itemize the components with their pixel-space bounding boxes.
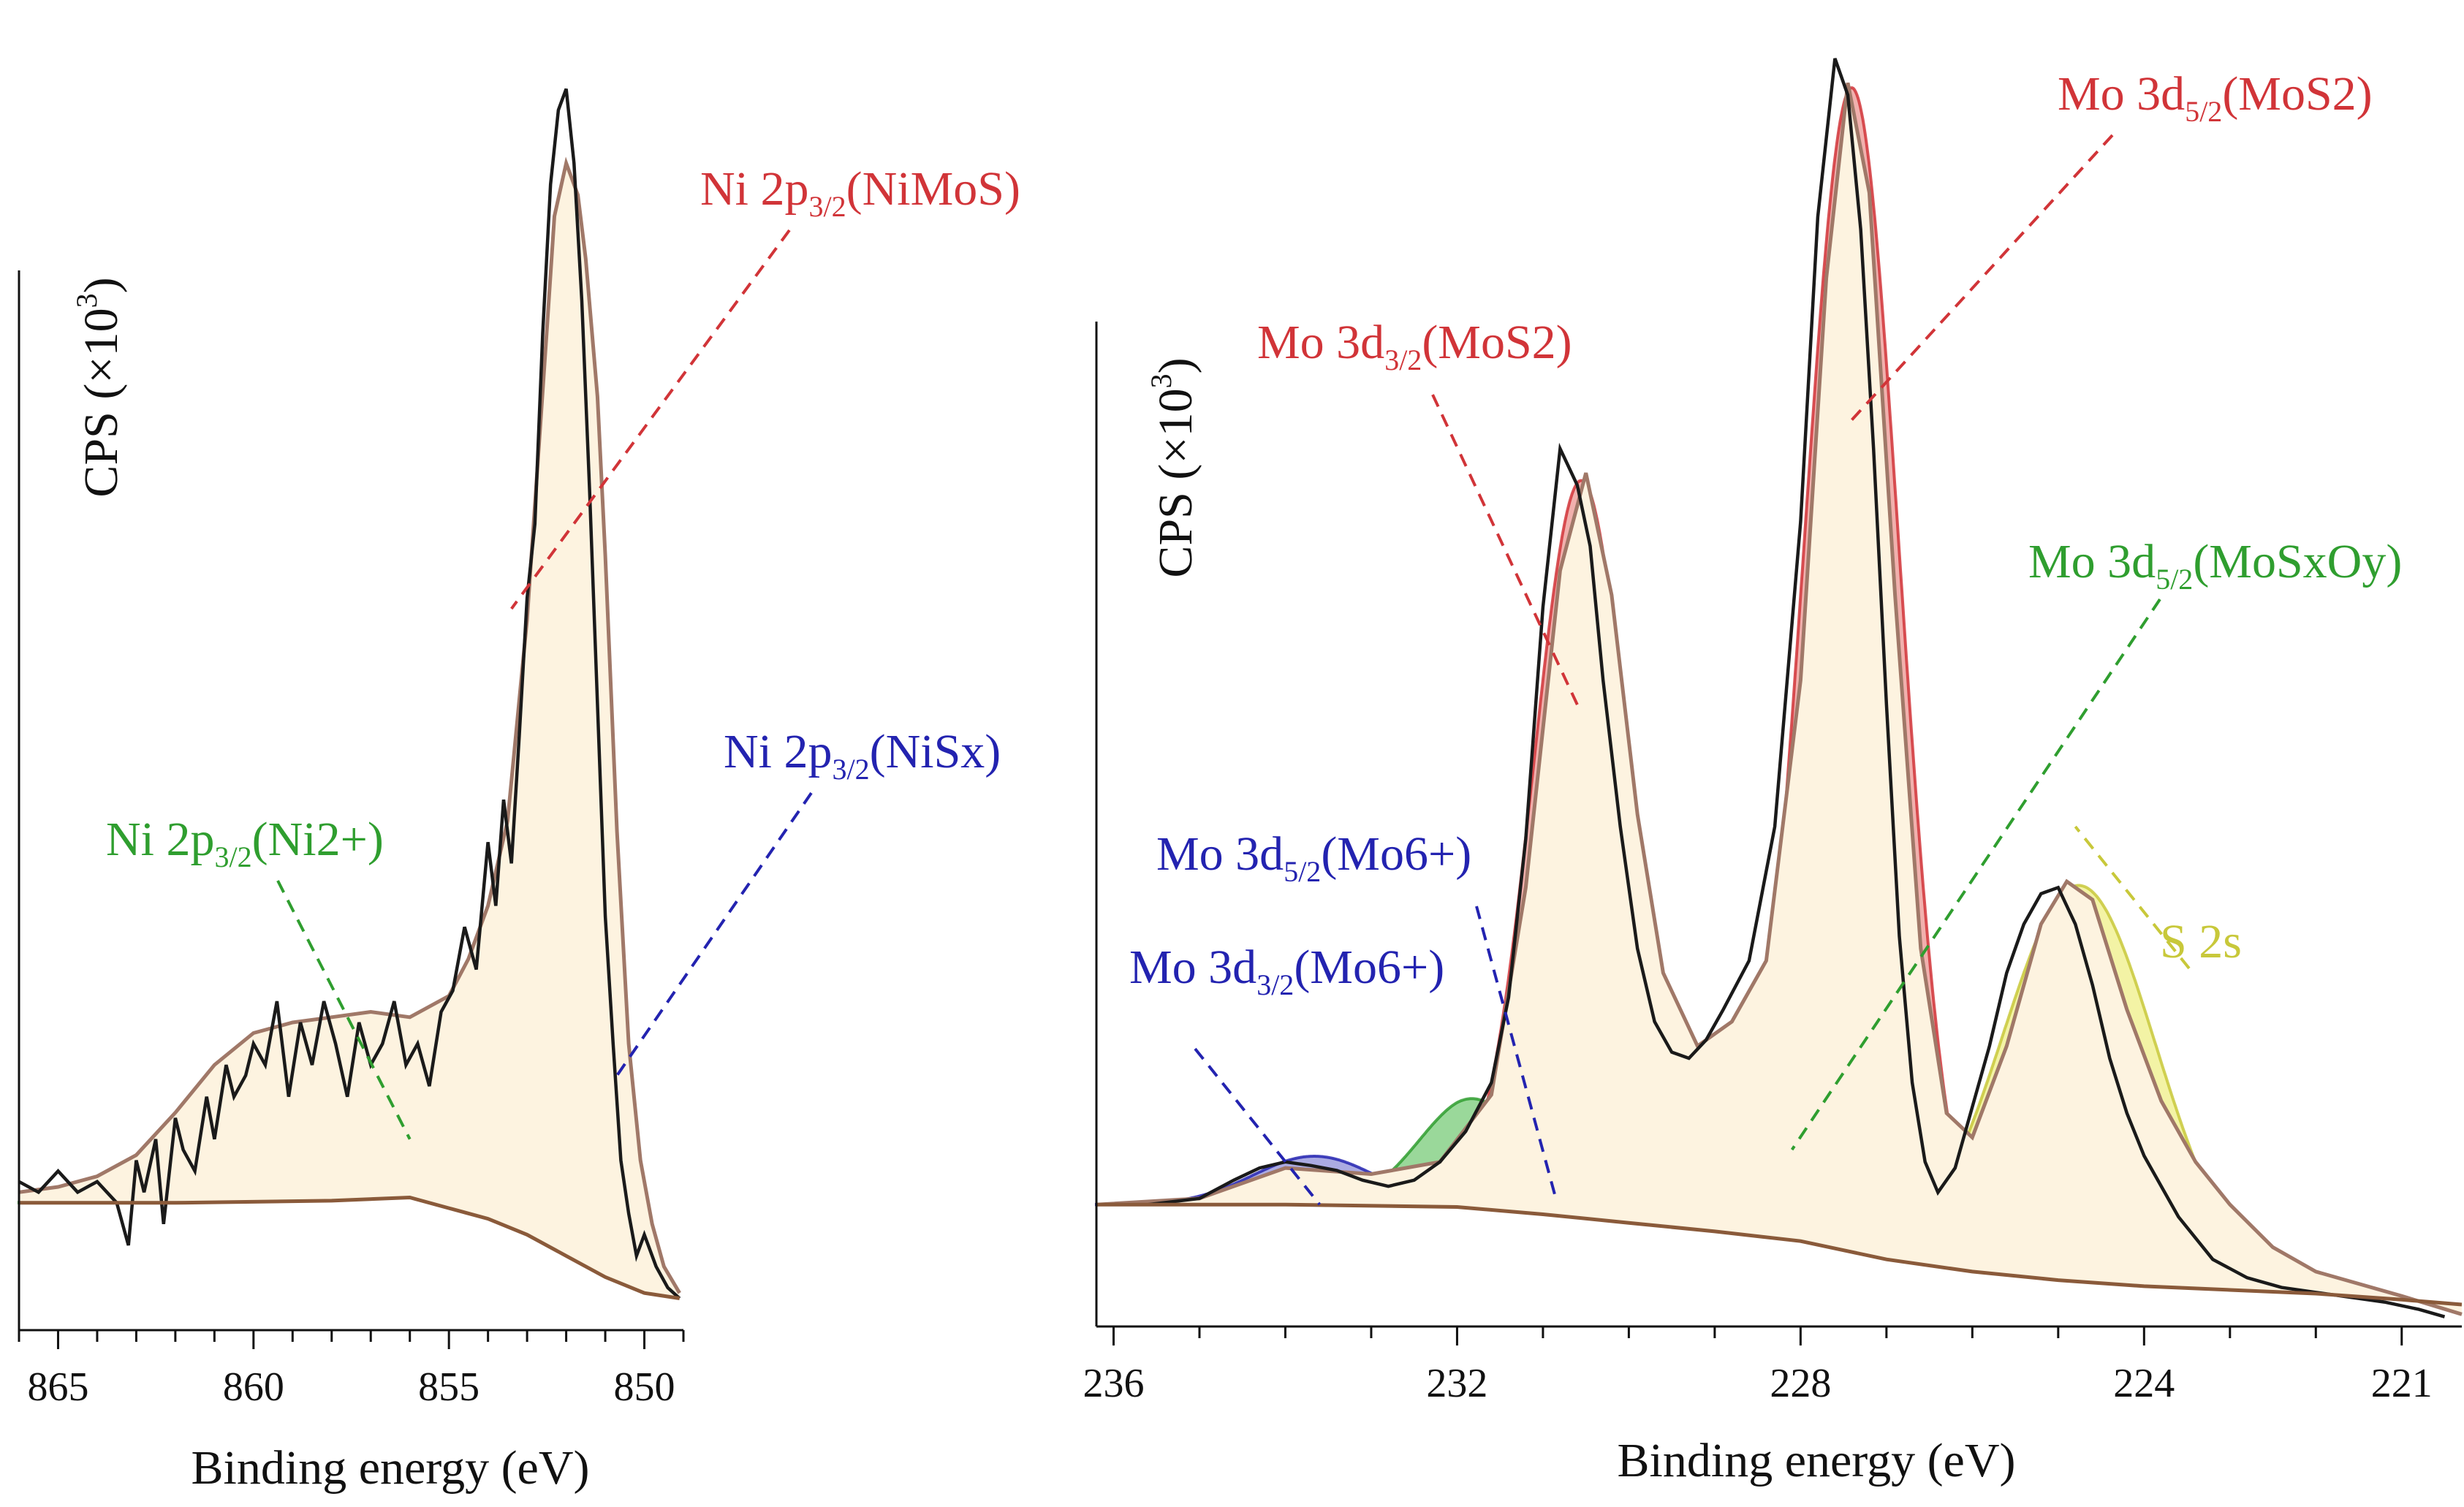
annotation-ni-nisx: Ni 2p3/2(NiSx) xyxy=(615,725,1001,1077)
mo-x-axis-title: Binding energy (eV) xyxy=(1618,1434,2016,1487)
ni-annotations: Ni 2p3/2(NiMoS) Ni 2p3/2(NiSx) Ni 2p3/2(… xyxy=(106,162,1020,1140)
mo-leader-3 xyxy=(1475,906,1558,1199)
ni-tick-label-850: 850 xyxy=(614,1364,675,1410)
ni-tick-label-855: 855 xyxy=(418,1364,479,1410)
ni-y-axis-title: CPS (×103) xyxy=(70,277,128,497)
mo-plot-area xyxy=(1095,58,2463,1318)
mo-background-line xyxy=(1096,1202,2463,1307)
ni-tick-label-860: 860 xyxy=(223,1364,284,1410)
ni-leader-2 xyxy=(276,880,412,1140)
svg-text:Mo 3d5/2(Mo6+): Mo 3d5/2(Mo6+) xyxy=(1156,827,1471,888)
ni-tick-label-865: 865 xyxy=(27,1364,88,1410)
annotation-mo-3d32-mos2: Mo 3d3/2(MoS2) xyxy=(1257,316,1579,706)
mo-leader-0 xyxy=(1846,134,2114,425)
svg-text:S 2s: S 2s xyxy=(2160,915,2242,968)
annotation-s-2s: S 2s xyxy=(2074,825,2242,970)
mo-annotations: Mo 3d5/2(MoS2) Mo 3d3/2(MoS2) Mo 3d5/2(M… xyxy=(1129,67,2402,1206)
annotation-ni-ni2plus: Ni 2p3/2(Ni2+) xyxy=(106,813,412,1140)
mo-x-ticks: 236 232 228 224 221 xyxy=(1083,1326,2433,1406)
mo-tick-label-224: 224 xyxy=(2113,1361,2175,1406)
svg-text:Ni 2p3/2(Ni2+): Ni 2p3/2(Ni2+) xyxy=(106,813,384,873)
ni-plot-area xyxy=(18,88,681,1300)
ni-background-line xyxy=(19,1195,681,1300)
annotation-mo-3d52-mos2: Mo 3d5/2(MoS2) xyxy=(1846,67,2373,425)
mo-tick-label-221: 221 xyxy=(2371,1361,2433,1406)
mo-leader-4 xyxy=(1194,1047,1322,1206)
mo-tick-label-236: 236 xyxy=(1083,1361,1144,1406)
mo-raw-line xyxy=(1096,58,2446,1318)
mo-leader-1 xyxy=(1431,394,1579,706)
ni-x-ticks: 865 860 855 850 xyxy=(18,1330,685,1410)
annotation-mo-3d52-mo6plus: Mo 3d5/2(Mo6+) xyxy=(1156,827,1558,1199)
svg-text:Mo 3d3/2(MoS2): Mo 3d3/2(MoS2) xyxy=(1257,316,1572,376)
mo-y-axis-title: CPS (×103) xyxy=(1145,357,1202,577)
svg-text:Mo 3d5/2(MoS2): Mo 3d5/2(MoS2) xyxy=(2058,67,2373,128)
annotation-mo-3d32-mo6plus: Mo 3d3/2(Mo6+) xyxy=(1129,941,1444,1206)
svg-text:Mo 3d3/2(Mo6+): Mo 3d3/2(Mo6+) xyxy=(1129,941,1444,1001)
mo-tick-label-232: 232 xyxy=(1426,1361,1487,1406)
svg-text:Ni 2p3/2(NiSx): Ni 2p3/2(NiSx) xyxy=(724,725,1001,786)
mo-raw-spectrum xyxy=(1096,58,2446,1318)
mo-background-path xyxy=(1096,1202,2463,1307)
annotation-ni-nimos: Ni 2p3/2(NiMoS) xyxy=(510,162,1020,610)
svg-text:Mo 3d5/2(MoSxOy): Mo 3d5/2(MoSxOy) xyxy=(2028,535,2402,596)
ni-leader-0 xyxy=(510,229,791,610)
ni-raw-line xyxy=(18,88,681,1300)
ni-envelope-fill xyxy=(19,163,680,1299)
ni-x-axis-title: Binding energy (eV) xyxy=(192,1441,590,1495)
mo-envelope xyxy=(1096,82,2463,1316)
ni-background-path xyxy=(19,1195,681,1300)
ni-raw-spectrum xyxy=(18,88,681,1300)
svg-text:Ni 2p3/2(NiMoS): Ni 2p3/2(NiMoS) xyxy=(700,162,1020,223)
ni-leader-1 xyxy=(615,792,813,1077)
mo-envelope-fill xyxy=(1096,83,2462,1315)
mo-leader-5 xyxy=(2074,825,2191,970)
mo-tick-label-228: 228 xyxy=(1770,1361,1831,1406)
ni-2p-panel: 865 860 855 850 Binding energy (eV) CPS (×1… xyxy=(18,88,1020,1495)
mo-leader-2 xyxy=(1790,598,2161,1151)
mo-3d-panel: 236 232 228 224 221 Binding energy (eV) CPS … xyxy=(1083,58,2463,1487)
annotation-mo-3d52-mosxoy: Mo 3d5/2(MoSxOy) xyxy=(1790,535,2402,1151)
